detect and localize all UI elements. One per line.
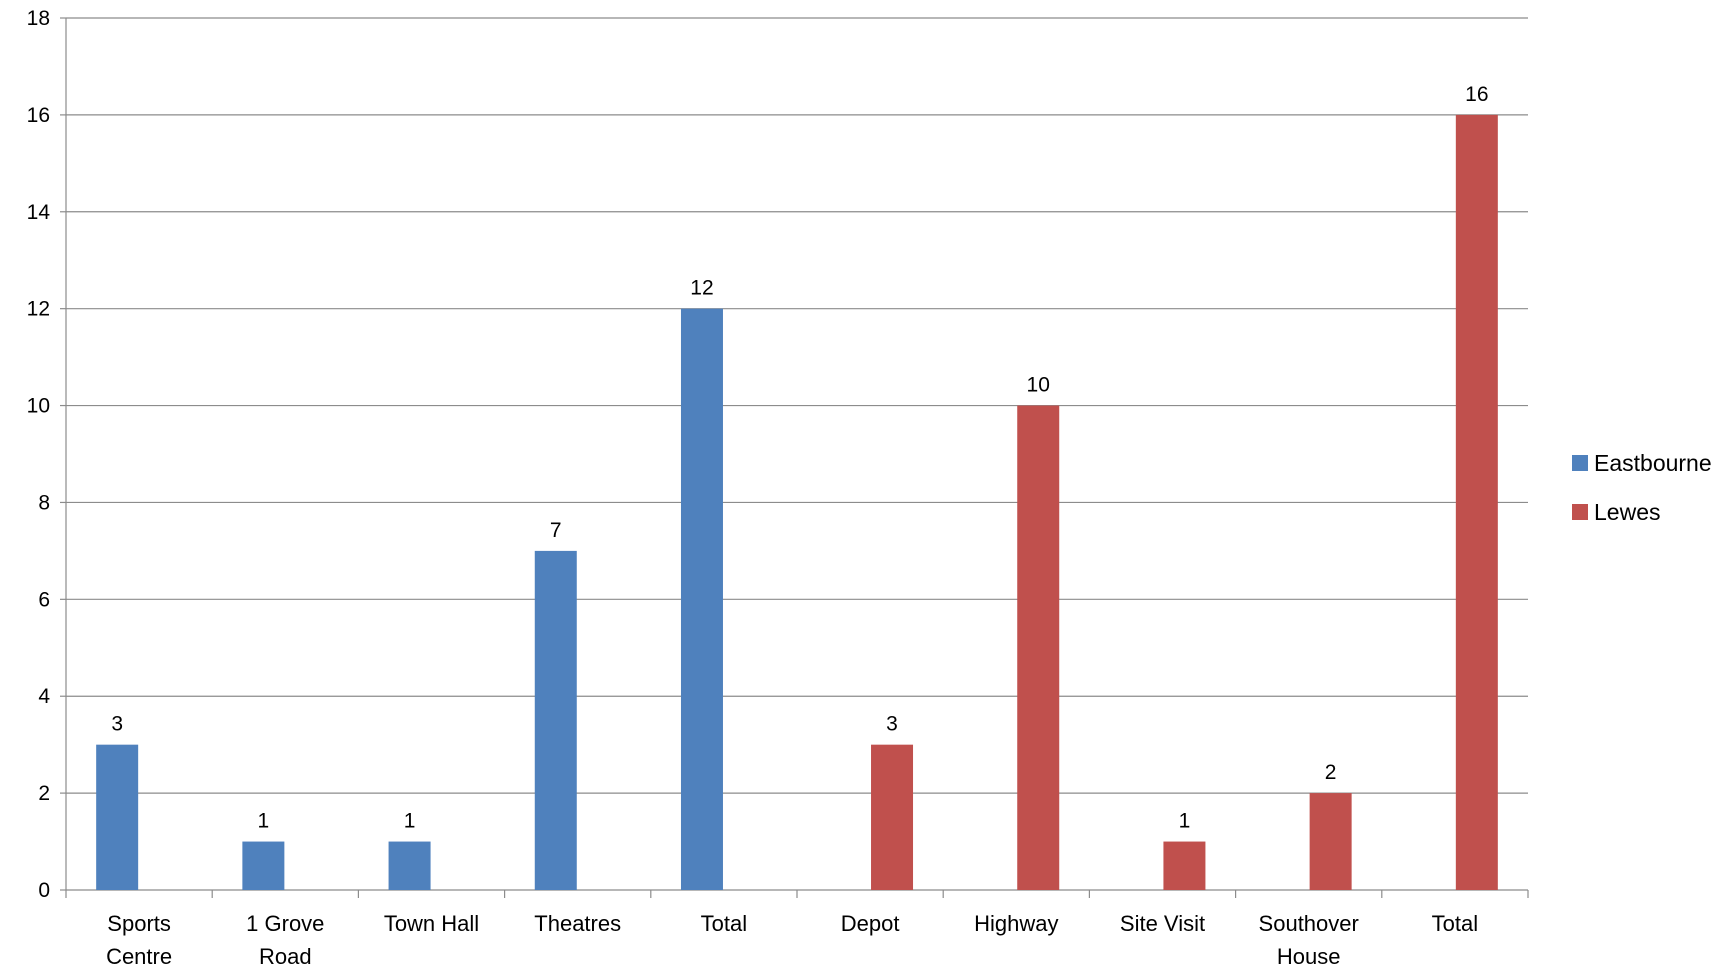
bar-eastbourne [242,841,285,890]
bar-eastbourne [680,308,723,891]
y-tick-label: 0 [38,879,50,902]
bar-eastbourne [534,550,577,890]
gridlines [66,17,1528,794]
x-category-label: Total [701,911,747,936]
bars [96,114,1498,891]
x-category-label: Total [1432,911,1478,936]
data-label: 1 [404,810,416,833]
data-label: 3 [111,713,123,736]
data-label: 12 [690,277,713,300]
bar-lewes [1163,841,1206,890]
bar-lewes [1309,793,1352,890]
y-tick-label: 14 [27,201,51,224]
y-tick-label: 8 [38,491,50,514]
data-label: 1 [1179,810,1191,833]
bar-eastbourne [388,841,431,890]
x-category-label: House [1277,944,1341,969]
data-label: 10 [1027,374,1050,397]
x-category-label: Site Visit [1120,911,1205,936]
legend-label-lewes: Lewes [1594,499,1660,525]
legend-swatch-lewes [1572,504,1588,520]
legend: Eastbourne Lewes [1572,450,1712,525]
y-tick-label: 10 [27,395,50,418]
y-tick-label: 12 [27,298,50,321]
x-category-label: Sports [107,911,171,936]
bar-eastbourne [96,744,139,890]
y-tick-label: 18 [27,7,50,30]
x-category-label: Road [259,944,312,969]
data-label: 3 [886,713,898,736]
bar-lewes [1455,114,1498,890]
data-label: 2 [1325,761,1337,784]
y-tick-label: 16 [27,104,50,127]
bar-lewes [1017,405,1060,890]
y-tick-label: 4 [38,685,50,708]
legend-swatch-eastbourne [1572,455,1588,471]
x-category-label: Highway [974,911,1058,936]
legend-label-eastbourne: Eastbourne [1594,450,1712,476]
data-label: 1 [258,810,270,833]
x-category-label: Centre [106,944,172,969]
x-category-label: Theatres [534,911,621,936]
data-label: 16 [1465,83,1488,106]
y-tick-label: 2 [38,782,50,805]
x-category-label: Depot [841,911,900,936]
y-tick-label: 6 [38,588,50,611]
bar-lewes [871,744,914,890]
x-category-label: Southover [1259,911,1359,936]
x-category-label: Town Hall [384,911,479,936]
x-category-label: 1 Grove [246,911,324,936]
data-label: 7 [550,519,562,542]
